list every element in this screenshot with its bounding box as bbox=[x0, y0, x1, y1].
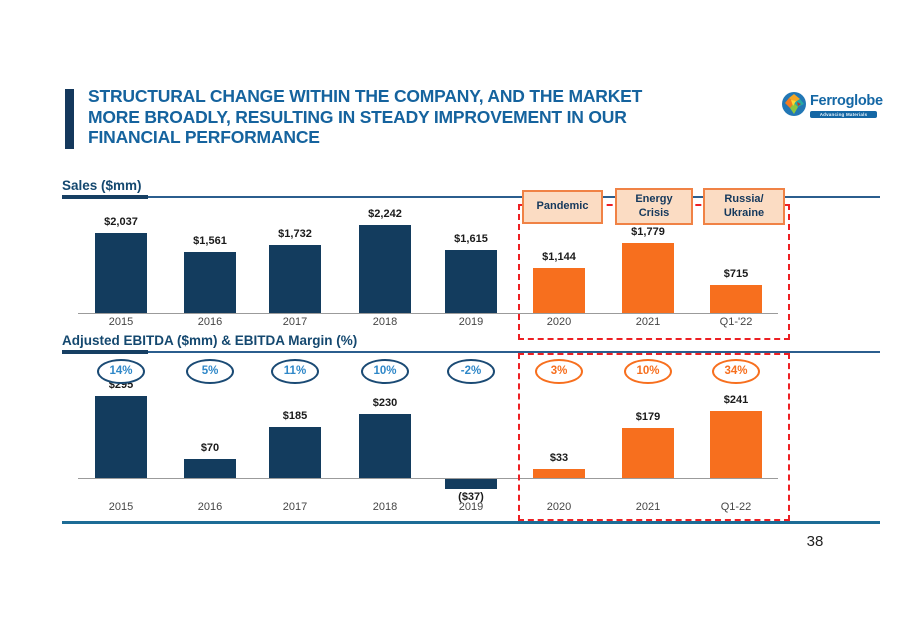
page-title-line-2: MORE BROADLY, RESULTING IN STEADY IMPROV… bbox=[88, 106, 627, 127]
ebitda-margin-badge: 34% bbox=[712, 359, 760, 384]
x-axis-label: 2017 bbox=[282, 316, 308, 328]
bar-Q1-'22 bbox=[710, 285, 762, 313]
bar-value-label: $185 bbox=[282, 410, 308, 422]
ebitda-margin-badge: -2% bbox=[447, 359, 495, 384]
bar-2015 bbox=[95, 396, 147, 478]
bar-value-label: ($37) bbox=[458, 491, 484, 503]
x-axis-label: 2020 bbox=[546, 316, 572, 328]
bar-value-label: $2,242 bbox=[368, 208, 402, 220]
x-axis-label: 2021 bbox=[635, 501, 661, 513]
bar-value-label: $1,732 bbox=[278, 228, 312, 240]
sales-x-axis-line bbox=[78, 313, 778, 314]
bar-value-label: $241 bbox=[723, 394, 749, 406]
bar-2018 bbox=[359, 414, 411, 478]
bar-2021 bbox=[622, 243, 674, 313]
title-accent-bar bbox=[65, 89, 74, 149]
x-axis-label: Q1-22 bbox=[720, 501, 752, 513]
x-axis-label: 2018 bbox=[372, 501, 398, 513]
x-axis-label: Q1-'22 bbox=[719, 316, 753, 328]
sales-title-rule-thick bbox=[62, 195, 148, 199]
ebitda-title-rule bbox=[62, 351, 880, 353]
bar-value-label: $230 bbox=[372, 397, 398, 409]
bar-2019 bbox=[445, 250, 497, 313]
x-axis-label: 2015 bbox=[108, 316, 134, 328]
bar-Q1-22 bbox=[710, 411, 762, 478]
bar-value-label: $1,779 bbox=[631, 226, 665, 238]
x-axis-label: 2019 bbox=[458, 501, 484, 513]
bar-2017 bbox=[269, 427, 321, 478]
bar-value-label: $33 bbox=[549, 452, 569, 464]
ebitda-margin-badge: 10% bbox=[361, 359, 409, 384]
x-axis-label: 2020 bbox=[546, 501, 572, 513]
logo-name: Ferroglobe bbox=[810, 93, 883, 109]
ebitda-margin-badge: 14% bbox=[97, 359, 145, 384]
ebitda-x-axis-line bbox=[78, 478, 778, 479]
bar-2015 bbox=[95, 233, 147, 313]
bar-value-label: $1,561 bbox=[193, 235, 227, 247]
callout-pandemic: Pandemic bbox=[522, 190, 603, 224]
ebitda-margin-badge: 3% bbox=[535, 359, 583, 384]
bar-value-label: $1,144 bbox=[542, 251, 576, 263]
bar-value-label: $70 bbox=[200, 442, 220, 454]
bar-value-label: $179 bbox=[635, 411, 661, 423]
x-axis-label: 2015 bbox=[108, 501, 134, 513]
bar-value-label: $1,615 bbox=[454, 233, 488, 245]
x-axis-label: 2017 bbox=[282, 501, 308, 513]
ebitda-chart-title: Adjusted EBITDA ($mm) & EBITDA Margin (%… bbox=[62, 333, 358, 348]
x-axis-label: 2016 bbox=[197, 316, 223, 328]
bar-2016 bbox=[184, 459, 236, 478]
page-title-line-1: STRUCTURAL CHANGE WITHIN THE COMPANY, AN… bbox=[88, 86, 643, 106]
footer-rule bbox=[62, 521, 880, 524]
callout-russia: Russia/ Ukraine bbox=[703, 188, 785, 225]
bar-value-label: $715 bbox=[723, 268, 749, 280]
callout-energy: Energy Crisis bbox=[615, 188, 693, 225]
bar-2020 bbox=[533, 268, 585, 313]
bar-2017 bbox=[269, 245, 321, 313]
ebitda-margin-badge: 5% bbox=[186, 359, 234, 384]
x-axis-label: 2021 bbox=[635, 316, 661, 328]
x-axis-label: 2016 bbox=[197, 501, 223, 513]
x-axis-label: 2018 bbox=[372, 316, 398, 328]
ebitda-margin-badge: 11% bbox=[271, 359, 319, 384]
bar-2021 bbox=[622, 428, 674, 478]
sales-chart-title: Sales ($mm) bbox=[62, 178, 142, 193]
page-title-line-3: FINANCIAL PERFORMANCE bbox=[88, 127, 320, 147]
page-title: STRUCTURAL CHANGE WITHIN THE COMPANY, AN… bbox=[88, 86, 788, 148]
bar-2018 bbox=[359, 225, 411, 313]
sales-title-rule bbox=[62, 196, 880, 198]
x-axis-label: 2019 bbox=[458, 316, 484, 328]
bar-2020 bbox=[533, 469, 585, 478]
ebitda-margin-badge: 10% bbox=[624, 359, 672, 384]
globe-icon bbox=[782, 92, 806, 116]
logo-tagline: Advancing Materials Innovation bbox=[810, 111, 877, 118]
bar-value-label: $2,037 bbox=[104, 216, 138, 228]
ebitda-title-rule-thick bbox=[62, 350, 148, 354]
ferroglobe-logo: Ferroglobe Advancing Materials Innovatio… bbox=[781, 90, 891, 124]
bar-2019 bbox=[445, 479, 497, 489]
bar-2016 bbox=[184, 252, 236, 313]
highlight-box-ebitda bbox=[518, 353, 790, 521]
page-number: 38 bbox=[806, 533, 824, 550]
